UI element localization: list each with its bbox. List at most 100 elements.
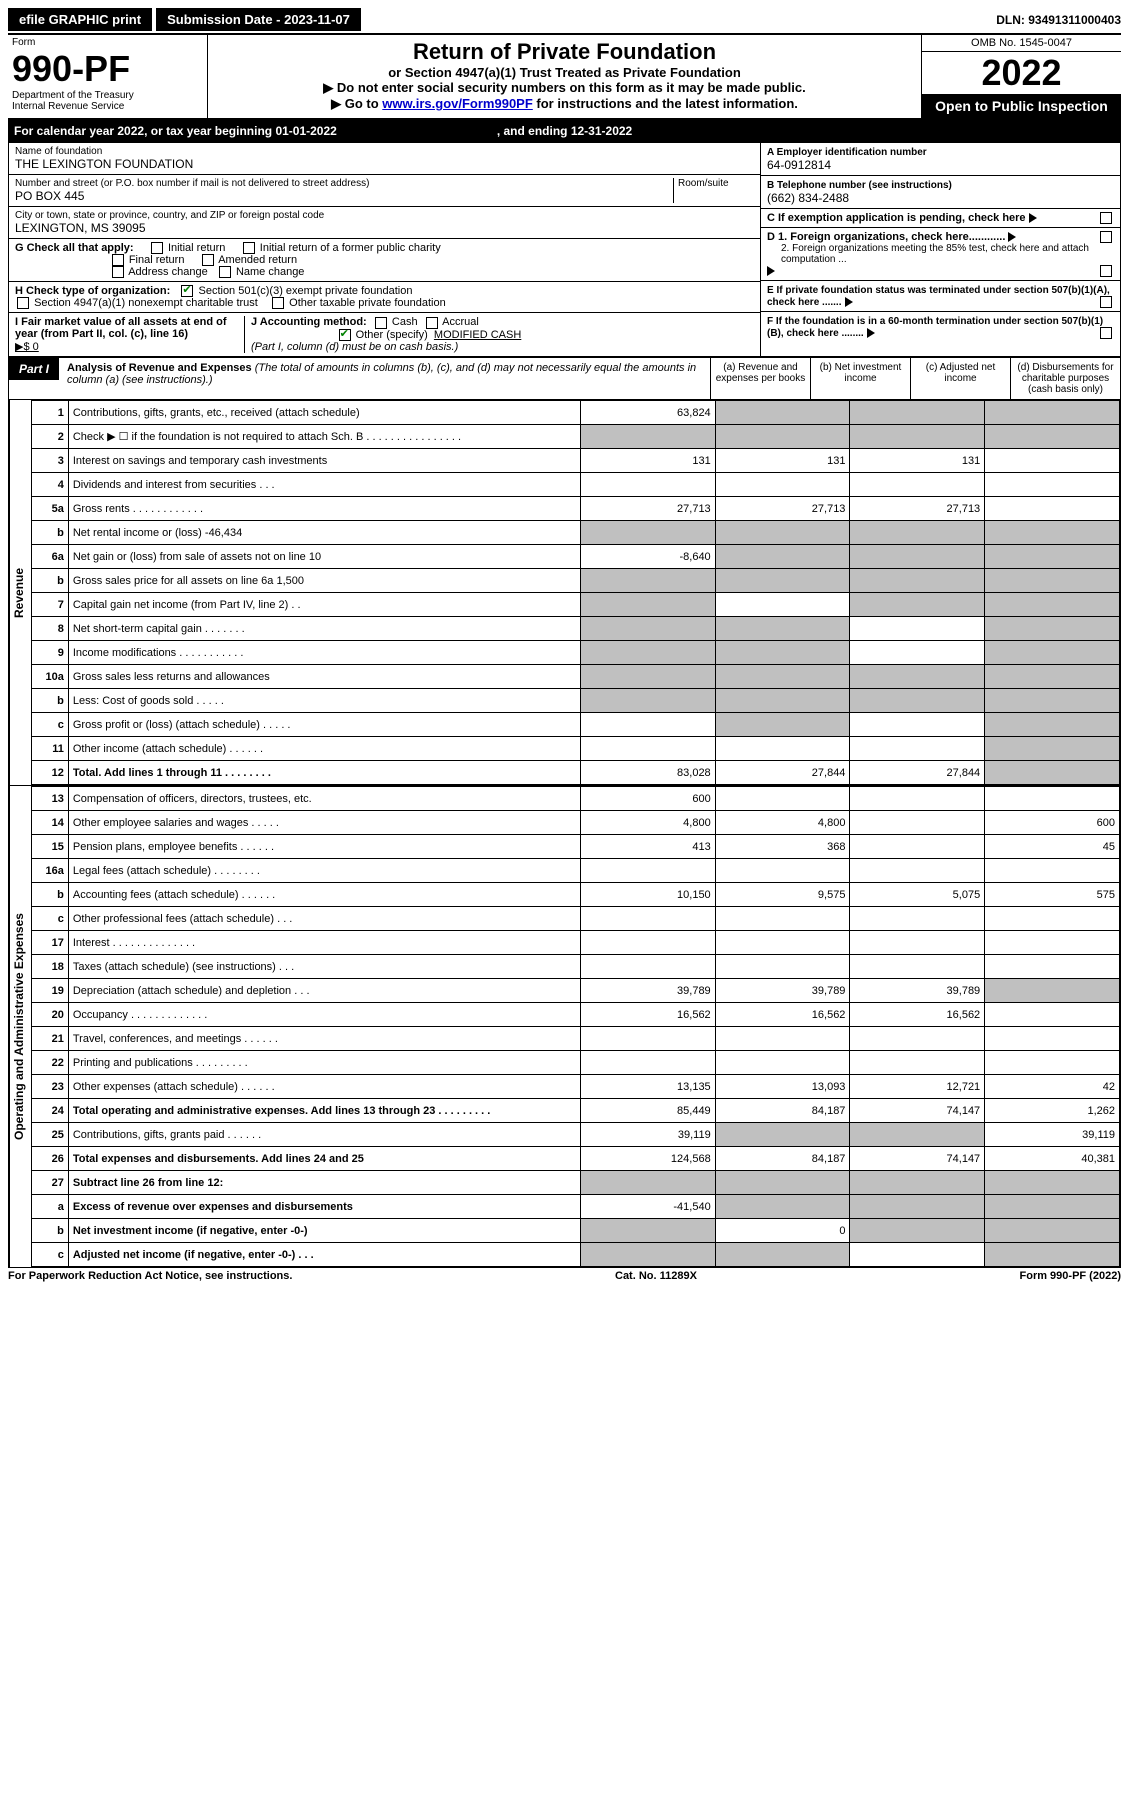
arrow-icon: [845, 297, 853, 307]
table-row: 12Total. Add lines 1 through 11 . . . . …: [32, 761, 1120, 785]
table-row: 21Travel, conferences, and meetings . . …: [32, 1027, 1120, 1051]
part1-bar: Part I Analysis of Revenue and Expenses …: [8, 357, 1121, 400]
i-label: I Fair market value of all assets at end…: [15, 316, 227, 340]
col-b-head: (b) Net investment income: [810, 358, 910, 399]
form-warning: ▶ Do not enter social security numbers o…: [212, 80, 917, 96]
revenue-table: 1Contributions, gifts, grants, etc., rec…: [31, 400, 1120, 785]
table-row: 16aLegal fees (attach schedule) . . . . …: [32, 859, 1120, 883]
e-label: E If private foundation status was termi…: [767, 285, 1110, 308]
table-row: 17Interest . . . . . . . . . . . . . .: [32, 931, 1120, 955]
revenue-section: Revenue 1Contributions, gifts, grants, e…: [8, 400, 1121, 786]
col-a-head: (a) Revenue and expenses per books: [710, 358, 810, 399]
table-row: 23Other expenses (attach schedule) . . .…: [32, 1075, 1120, 1099]
arrow-icon: [767, 266, 775, 276]
b-label: B Telephone number (see instructions): [767, 180, 952, 191]
cb-final-return[interactable]: [112, 254, 124, 266]
efile-button[interactable]: efile GRAPHIC print: [8, 8, 152, 31]
table-row: 9Income modifications . . . . . . . . . …: [32, 641, 1120, 665]
dept: Department of the Treasury: [12, 90, 203, 101]
col-d-head: (d) Disbursements for charitable purpose…: [1010, 358, 1120, 399]
j-note: (Part I, column (d) must be on cash basi…: [251, 341, 458, 353]
cb-foreign-85[interactable]: [1100, 265, 1112, 277]
form-subtitle: or Section 4947(a)(1) Trust Treated as P…: [212, 65, 917, 80]
page-footer: For Paperwork Reduction Act Notice, see …: [8, 1268, 1121, 1282]
expenses-label: Operating and Administrative Expenses: [9, 786, 31, 1267]
form-title: Return of Private Foundation: [212, 39, 917, 65]
phone: (662) 834-2488: [767, 191, 849, 205]
table-row: 22Printing and publications . . . . . . …: [32, 1051, 1120, 1075]
foundation-name: THE LEXINGTON FOUNDATION: [15, 157, 754, 171]
ein: 64-0912814: [767, 158, 831, 172]
table-row: bNet rental income or (loss) -46,434: [32, 521, 1120, 545]
dln: DLN: 93491311000403: [996, 13, 1121, 27]
addr-label: Number and street (or P.O. box number if…: [15, 178, 669, 189]
table-row: 13Compensation of officers, directors, t…: [32, 787, 1120, 811]
cb-60month[interactable]: [1100, 327, 1112, 339]
table-row: 3Interest on savings and temporary cash …: [32, 449, 1120, 473]
table-row: 2Check ▶ ☐ if the foundation is not requ…: [32, 425, 1120, 449]
city-label: City or town, state or province, country…: [15, 210, 754, 221]
cb-status-terminated[interactable]: [1100, 296, 1112, 308]
cb-exemption-pending[interactable]: [1100, 212, 1112, 224]
room-label: Room/suite: [678, 178, 754, 189]
part1-title: Analysis of Revenue and Expenses: [67, 362, 252, 374]
submission-date: Submission Date - 2023-11-07: [156, 8, 361, 31]
d1-label: D 1. Foreign organizations, check here..…: [767, 231, 1005, 243]
h-label: H Check type of organization:: [15, 285, 170, 297]
arrow-icon: [1008, 232, 1016, 242]
form-number: 990-PF: [12, 48, 203, 90]
table-row: bGross sales price for all assets on lin…: [32, 569, 1120, 593]
cb-cash[interactable]: [375, 317, 387, 329]
name-label: Name of foundation: [15, 146, 754, 157]
table-row: aExcess of revenue over expenses and dis…: [32, 1195, 1120, 1219]
cb-address-change[interactable]: [112, 266, 124, 278]
col-c-head: (c) Adjusted net income: [910, 358, 1010, 399]
cb-other-taxable[interactable]: [272, 297, 284, 309]
table-row: 6aNet gain or (loss) from sale of assets…: [32, 545, 1120, 569]
cb-name-change[interactable]: [219, 266, 231, 278]
cb-amended-return[interactable]: [202, 254, 214, 266]
open-inspection: Open to Public Inspection: [922, 94, 1121, 118]
table-row: 14Other employee salaries and wages . . …: [32, 811, 1120, 835]
omb-number: OMB No. 1545-0047: [922, 35, 1121, 52]
table-row: 27Subtract line 26 from line 12:: [32, 1171, 1120, 1195]
footer-right: Form 990-PF (2022): [1020, 1270, 1121, 1282]
form990pf-link[interactable]: www.irs.gov/Form990PF: [382, 96, 533, 111]
table-row: 19Depreciation (attach schedule) and dep…: [32, 979, 1120, 1003]
cb-initial-return[interactable]: [151, 242, 163, 254]
footer-left: For Paperwork Reduction Act Notice, see …: [8, 1270, 292, 1282]
tax-year: 2022: [922, 52, 1121, 94]
g-label: G Check all that apply:: [15, 242, 134, 254]
expenses-section: Operating and Administrative Expenses 13…: [8, 786, 1121, 1268]
table-row: cOther professional fees (attach schedul…: [32, 907, 1120, 931]
address: PO BOX 445: [15, 189, 669, 203]
part1-tag: Part I: [9, 358, 59, 380]
cb-accrual[interactable]: [426, 317, 438, 329]
table-row: 25Contributions, gifts, grants paid . . …: [32, 1123, 1120, 1147]
revenue-label: Revenue: [9, 400, 31, 785]
table-row: cGross profit or (loss) (attach schedule…: [32, 713, 1120, 737]
table-row: 26Total expenses and disbursements. Add …: [32, 1147, 1120, 1171]
cb-other-method[interactable]: [339, 329, 351, 341]
info-grid: Name of foundation THE LEXINGTON FOUNDAT…: [8, 142, 1121, 357]
cal-year-end: , and ending 12-31-2022: [497, 124, 632, 138]
table-row: bLess: Cost of goods sold . . . . .: [32, 689, 1120, 713]
cb-4947a1[interactable]: [17, 297, 29, 309]
table-row: 18Taxes (attach schedule) (see instructi…: [32, 955, 1120, 979]
c-label: C If exemption application is pending, c…: [767, 212, 1026, 224]
table-row: 10aGross sales less returns and allowanc…: [32, 665, 1120, 689]
top-bar: efile GRAPHIC print Submission Date - 20…: [8, 8, 1121, 31]
table-row: bAccounting fees (attach schedule) . . .…: [32, 883, 1120, 907]
cal-year-begin: For calendar year 2022, or tax year begi…: [14, 124, 337, 138]
form-word: Form: [12, 37, 203, 48]
city: LEXINGTON, MS 39095: [15, 221, 754, 235]
cb-501c3[interactable]: [181, 285, 193, 297]
expenses-table: 13Compensation of officers, directors, t…: [31, 786, 1120, 1267]
cb-initial-former[interactable]: [243, 242, 255, 254]
i-value: ▶$ 0: [15, 341, 39, 353]
cb-foreign-org[interactable]: [1100, 231, 1112, 243]
table-row: 7Capital gain net income (from Part IV, …: [32, 593, 1120, 617]
table-row: 8Net short-term capital gain . . . . . .…: [32, 617, 1120, 641]
form-goto: ▶ Go to www.irs.gov/Form990PF for instru…: [212, 96, 917, 112]
table-row: 4Dividends and interest from securities …: [32, 473, 1120, 497]
